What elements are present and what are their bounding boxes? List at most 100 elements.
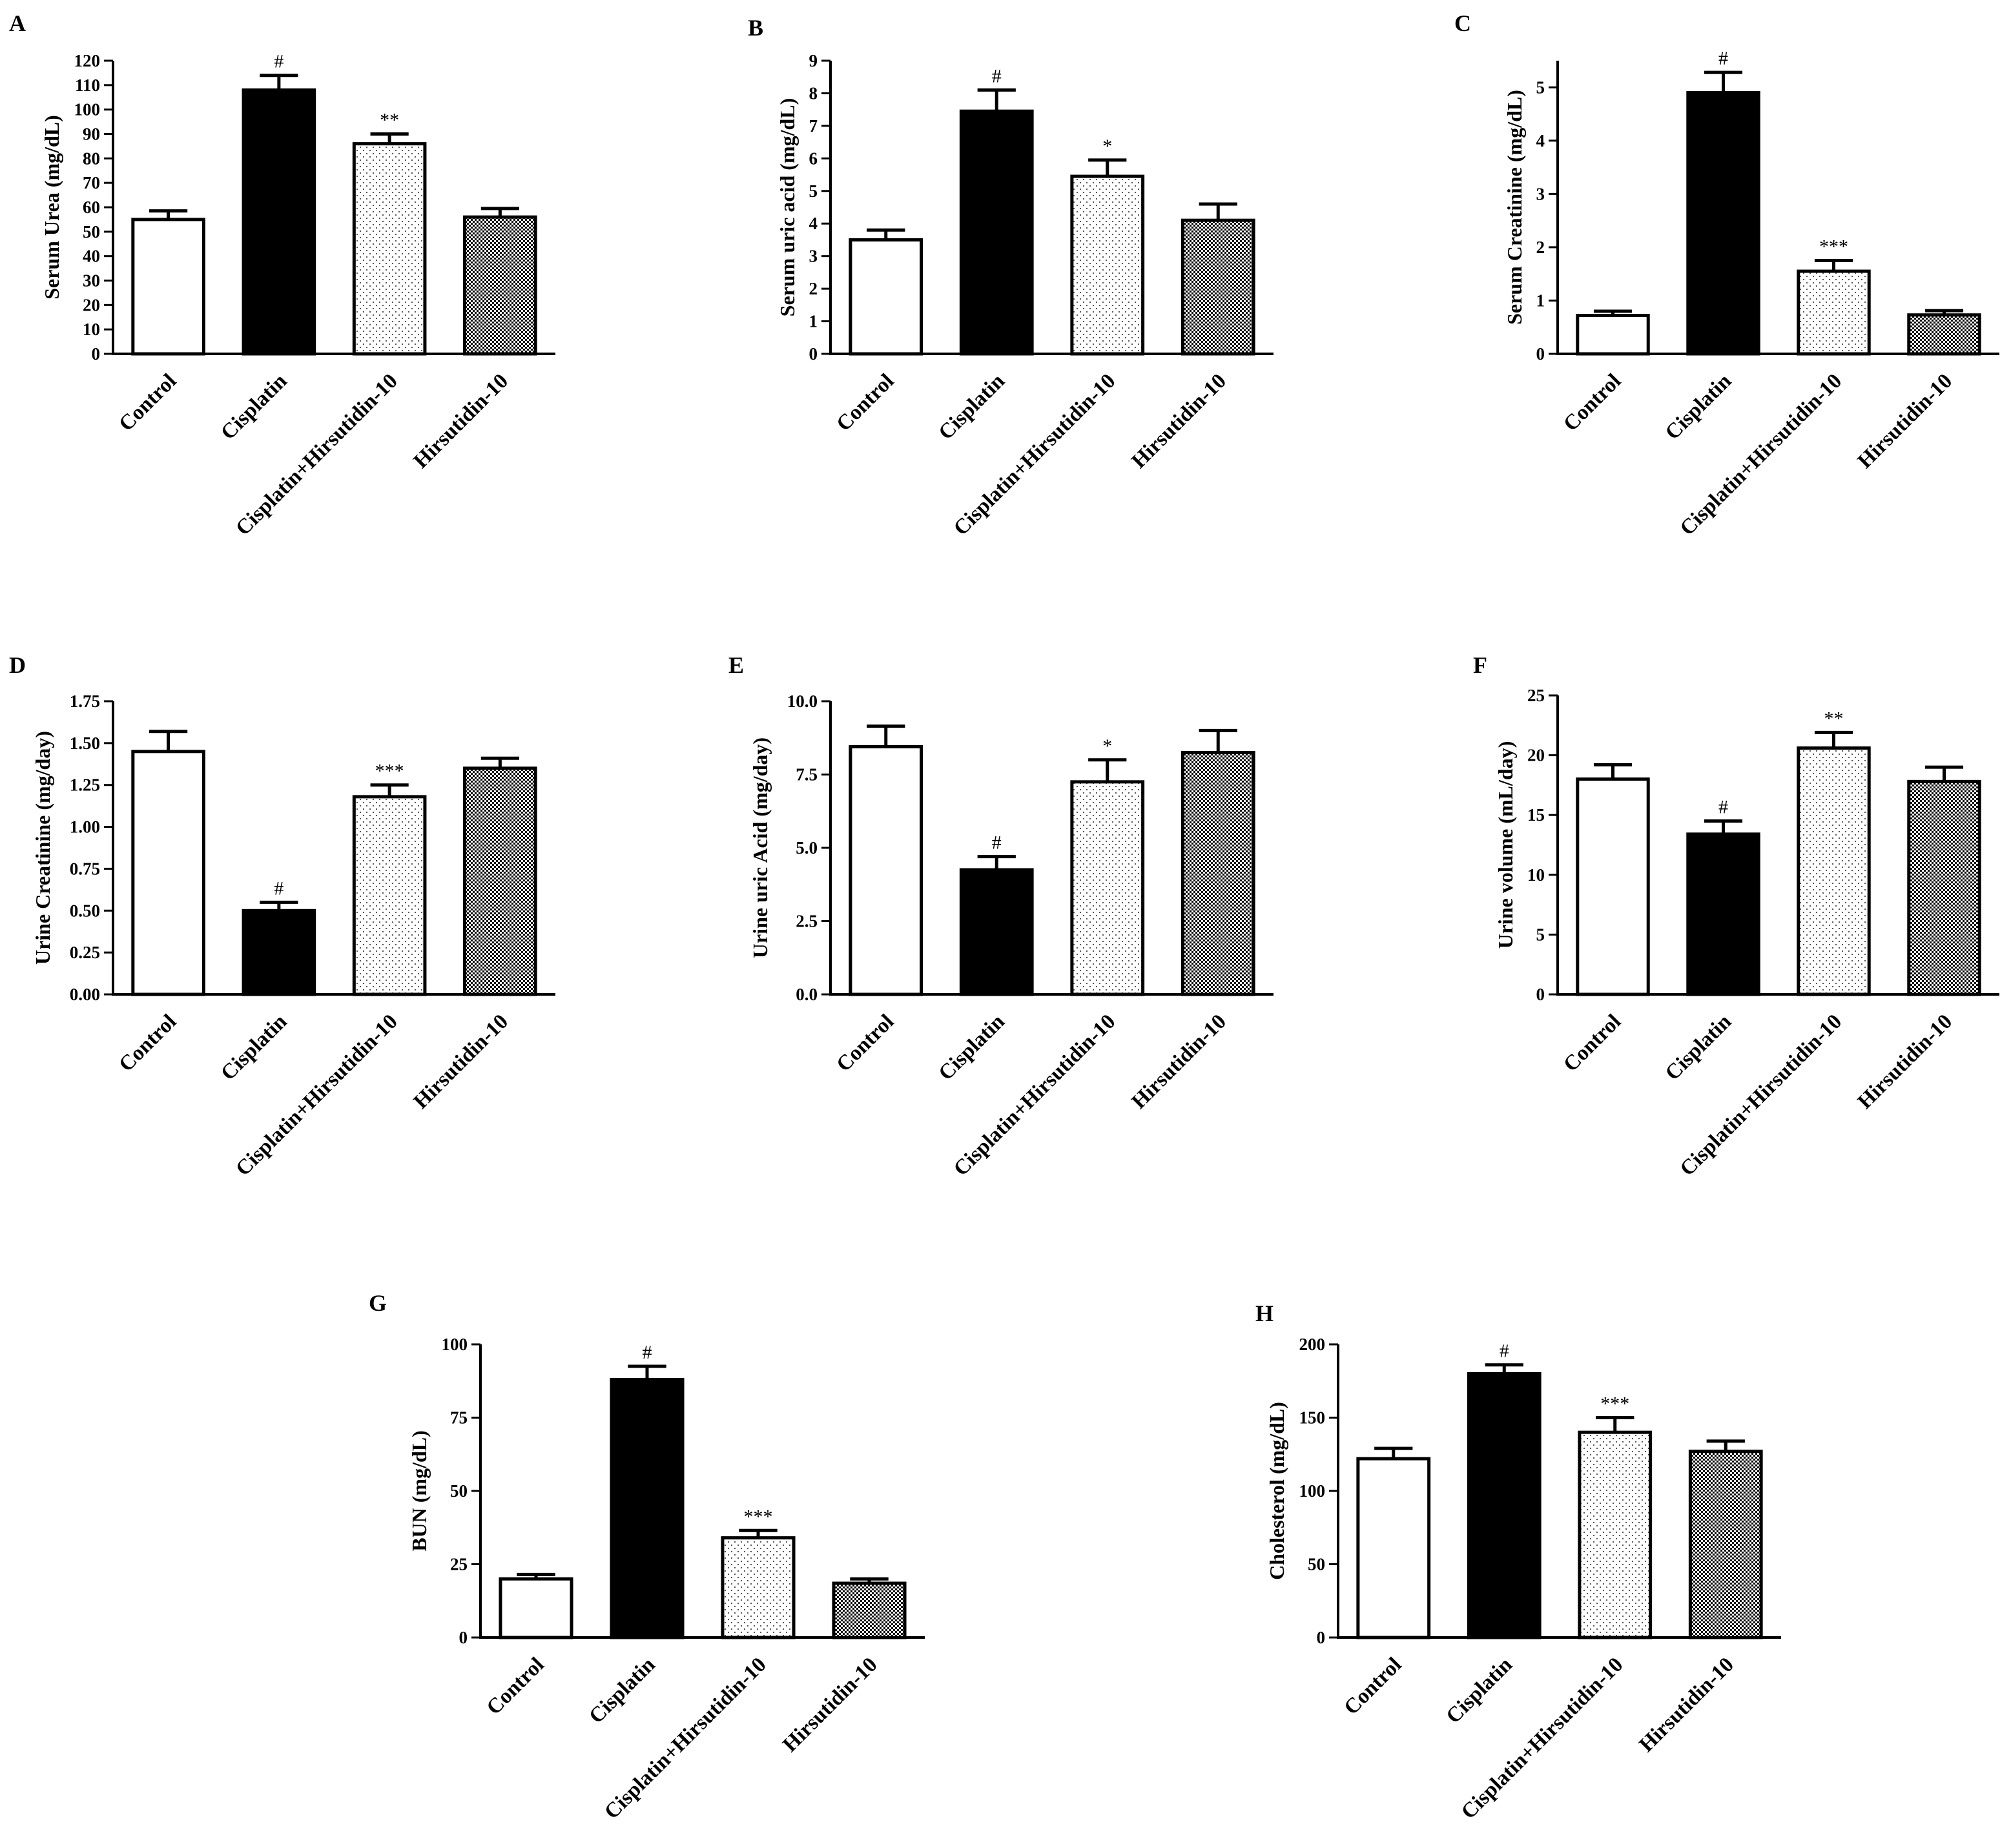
bar-cisplatin — [242, 88, 316, 356]
y-tick-label: 8 — [809, 83, 818, 103]
x-tick-label: Cisplatin — [1442, 1653, 1517, 1728]
y-tick-label: 0 — [92, 344, 101, 364]
y-tick-label: 100 — [1299, 1481, 1326, 1501]
panel-d: D 0.00 0.25 0.50 0.75 1.00 1.25 1.50 1.75 Urine C… — [9, 652, 555, 1181]
y-tick-label: 150 — [1299, 1408, 1326, 1428]
y-tick-label: 1.25 — [70, 775, 100, 795]
x-tick-label: Control — [114, 369, 181, 436]
bar-cisplatin-hirsutidin-10 — [352, 142, 427, 356]
significance-marker: # — [1718, 48, 1728, 69]
significance-marker: # — [1500, 1340, 1509, 1362]
bar-control — [131, 750, 205, 996]
bar-hirsutidin-10 — [1688, 1450, 1763, 1639]
bar-hirsutidin-10 — [1181, 750, 1255, 996]
y-tick-label: 5.0 — [796, 838, 818, 857]
bar-cisplatin-hirsutidin-10 — [1797, 269, 1871, 356]
bar-control — [849, 744, 923, 996]
x-tick-label: Cisplatin — [216, 1010, 291, 1085]
bar-control — [1356, 1457, 1431, 1639]
y-tick-label: 0.75 — [70, 859, 100, 878]
significance-marker: ** — [1824, 708, 1844, 729]
significance-marker: ** — [380, 110, 399, 131]
bar-hirsutidin-10 — [463, 215, 537, 356]
bar-cisplatin — [959, 868, 1034, 996]
y-tick-label: 9 — [809, 51, 818, 70]
bar-control — [1576, 314, 1650, 356]
y-tick-label: 0 — [1317, 1628, 1326, 1647]
y-tick-label: 30 — [83, 271, 100, 291]
y-axis-title: Serum Urea (mg/dL) — [40, 115, 63, 300]
panel-letter: B — [748, 15, 763, 41]
panel-letter: G — [369, 1290, 387, 1316]
panel-letter: E — [728, 652, 744, 678]
y-axis-title: Cholesterol (mg/dL) — [1265, 1402, 1288, 1580]
x-tick-label: Cisplatin — [216, 369, 291, 444]
y-tick-label: 0.0 — [796, 985, 818, 1004]
significance-marker: # — [992, 65, 1002, 87]
y-tick-label: 2.5 — [796, 912, 818, 931]
bar-cisplatin — [1686, 91, 1760, 356]
y-tick-label: 0.25 — [70, 943, 100, 962]
panel-letter: H — [1255, 1300, 1274, 1326]
y-axis-title: Serum Creatinine (mg/dL) — [1503, 90, 1526, 325]
y-tick-label: 10 — [1527, 865, 1545, 885]
x-tick-label: Control — [1559, 369, 1625, 436]
bar-cisplatin — [959, 109, 1034, 356]
y-axis-title: BUN (mg/dL) — [407, 1430, 431, 1552]
y-tick-label: 0 — [1536, 344, 1545, 364]
bar-cisplatin-hirsutidin-10 — [1578, 1430, 1653, 1639]
bar-cisplatin-hirsutidin-10 — [1797, 746, 1871, 996]
bar-hirsutidin-10 — [463, 766, 537, 996]
y-axis-title: Serum uric acid (mg/dL) — [776, 98, 799, 317]
y-tick-label: 50 — [83, 222, 100, 241]
x-tick-label: Cisplatin — [934, 1010, 1009, 1085]
bar-control — [1576, 777, 1650, 996]
x-tick-label: Hirsutidin-10 — [1128, 1010, 1231, 1113]
bar-cisplatin — [242, 909, 316, 996]
y-tick-label: 1 — [1536, 291, 1545, 310]
bar-cisplatin — [1686, 832, 1760, 996]
x-tick-label: Control — [832, 1010, 899, 1076]
bar-hirsutidin-10 — [832, 1581, 907, 1639]
y-tick-label: 25 — [1527, 686, 1545, 705]
y-tick-label: 7 — [809, 116, 818, 136]
y-tick-label: 110 — [75, 76, 100, 95]
y-tick-label: 4 — [1536, 131, 1545, 150]
y-axis-title: Urine Creatinine (mg/day) — [31, 731, 54, 965]
y-tick-label: 80 — [83, 149, 100, 168]
significance-marker: # — [274, 51, 284, 72]
panel-letter: D — [9, 652, 26, 678]
y-tick-label: 20 — [83, 295, 100, 314]
y-tick-label: 0.50 — [70, 901, 100, 920]
x-tick-label: Control — [1340, 1653, 1407, 1720]
x-tick-label: Control — [482, 1653, 549, 1720]
y-tick-label: 5 — [1536, 77, 1545, 97]
significance-marker: * — [1102, 735, 1112, 757]
y-tick-label: 20 — [1527, 746, 1545, 765]
y-tick-label: 3 — [1536, 184, 1545, 203]
bar-cisplatin-hirsutidin-10 — [1070, 780, 1145, 996]
y-tick-label: 75 — [450, 1408, 468, 1428]
y-axis-title: Urine volume (mL/day) — [1494, 741, 1517, 949]
x-tick-label: Control — [114, 1010, 181, 1076]
y-tick-label: 0 — [809, 344, 818, 364]
panel-b: B 0 1 2 3 4 5 6 7 8 9 Serum uric acid (mg/dL) Contro… — [748, 15, 1274, 540]
y-tick-label: 3 — [809, 247, 818, 266]
x-tick-label: Hirsutidin-10 — [409, 369, 513, 473]
significance-marker: *** — [1600, 1393, 1629, 1415]
bar-cisplatin — [610, 1377, 685, 1639]
significance-marker: # — [1718, 796, 1728, 817]
significance-marker: * — [1102, 136, 1112, 157]
significance-marker: *** — [1819, 236, 1848, 258]
x-tick-label: Hirsutidin-10 — [1853, 369, 1957, 473]
bar-cisplatin-hirsutidin-10 — [352, 795, 427, 996]
y-tick-label: 50 — [1308, 1555, 1325, 1574]
x-tick-label: Control — [1559, 1010, 1625, 1076]
y-tick-label: 0 — [459, 1628, 468, 1647]
panel-h: H 0 50 100 150 200 Cholesterol (mg/dL) Control #… — [1255, 1300, 1781, 1824]
bar-control — [131, 218, 205, 356]
x-tick-label: Cisplatin — [1661, 369, 1736, 444]
panel-letter: A — [9, 10, 26, 36]
y-tick-label: 5 — [809, 181, 818, 201]
